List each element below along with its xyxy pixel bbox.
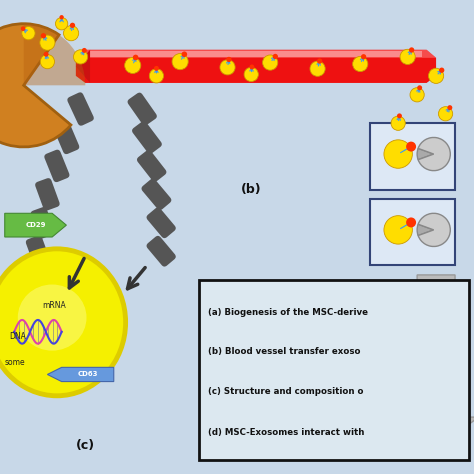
Circle shape <box>409 47 414 53</box>
Circle shape <box>447 105 452 110</box>
Circle shape <box>21 27 26 31</box>
Circle shape <box>439 68 444 73</box>
Circle shape <box>397 113 402 118</box>
FancyBboxPatch shape <box>128 92 157 126</box>
Wedge shape <box>418 213 450 246</box>
FancyBboxPatch shape <box>54 121 79 154</box>
FancyBboxPatch shape <box>370 123 455 190</box>
Circle shape <box>310 61 325 76</box>
Text: mRNA: mRNA <box>43 301 66 310</box>
FancyBboxPatch shape <box>132 121 162 154</box>
FancyBboxPatch shape <box>35 178 60 210</box>
Circle shape <box>82 48 87 53</box>
Circle shape <box>353 56 368 72</box>
FancyBboxPatch shape <box>44 150 70 182</box>
FancyBboxPatch shape <box>141 179 172 210</box>
FancyBboxPatch shape <box>137 150 166 182</box>
Polygon shape <box>374 370 474 455</box>
Circle shape <box>391 116 405 130</box>
FancyBboxPatch shape <box>370 199 455 265</box>
Circle shape <box>384 216 412 244</box>
Circle shape <box>384 140 412 168</box>
Polygon shape <box>76 50 436 83</box>
Polygon shape <box>47 367 114 382</box>
Polygon shape <box>90 51 422 57</box>
Circle shape <box>182 52 187 57</box>
FancyBboxPatch shape <box>199 280 469 460</box>
FancyBboxPatch shape <box>146 207 176 238</box>
Ellipse shape <box>0 249 126 396</box>
Circle shape <box>361 54 366 59</box>
Wedge shape <box>418 137 450 171</box>
Circle shape <box>428 68 444 83</box>
Circle shape <box>41 33 46 38</box>
FancyBboxPatch shape <box>30 207 55 238</box>
Circle shape <box>226 57 232 62</box>
Circle shape <box>70 23 75 28</box>
Circle shape <box>22 27 35 40</box>
Circle shape <box>64 26 79 41</box>
Text: DNA: DNA <box>9 332 27 341</box>
Polygon shape <box>5 213 66 237</box>
Circle shape <box>133 55 138 60</box>
Text: (b) Blood vessel transfer exoso: (b) Blood vessel transfer exoso <box>208 347 360 356</box>
Polygon shape <box>85 50 436 58</box>
Circle shape <box>125 57 141 73</box>
Text: (d) MSC-Exosomes interact with: (d) MSC-Exosomes interact with <box>208 428 364 437</box>
Circle shape <box>406 218 416 228</box>
Ellipse shape <box>18 284 86 351</box>
Text: (a) Biogenesis of the MSC-derive: (a) Biogenesis of the MSC-derive <box>208 308 368 317</box>
Circle shape <box>410 88 424 102</box>
Circle shape <box>154 66 159 71</box>
Wedge shape <box>417 148 434 160</box>
Polygon shape <box>76 50 90 83</box>
Circle shape <box>244 67 258 82</box>
Wedge shape <box>24 24 85 85</box>
Text: CD63: CD63 <box>77 372 98 377</box>
Wedge shape <box>417 224 434 236</box>
Circle shape <box>172 54 188 70</box>
Circle shape <box>400 49 415 64</box>
FancyBboxPatch shape <box>146 236 176 267</box>
Text: CD29: CD29 <box>25 222 46 228</box>
FancyBboxPatch shape <box>26 236 50 267</box>
Text: some: some <box>5 358 26 367</box>
Wedge shape <box>0 24 71 147</box>
Text: (c): (c) <box>76 439 95 452</box>
Circle shape <box>273 54 278 59</box>
FancyBboxPatch shape <box>67 92 94 126</box>
Circle shape <box>249 64 255 70</box>
Circle shape <box>59 15 64 19</box>
Circle shape <box>40 35 55 50</box>
Circle shape <box>406 142 416 152</box>
Circle shape <box>44 52 49 57</box>
Text: (b): (b) <box>241 183 262 196</box>
Circle shape <box>263 55 278 70</box>
Text: (c) Structure and composition o: (c) Structure and composition o <box>208 387 363 396</box>
Circle shape <box>149 69 164 83</box>
Circle shape <box>417 85 422 90</box>
Circle shape <box>73 50 88 64</box>
Circle shape <box>438 107 453 121</box>
Circle shape <box>220 60 235 75</box>
Polygon shape <box>403 275 469 370</box>
Circle shape <box>55 18 68 30</box>
Circle shape <box>40 55 55 69</box>
Circle shape <box>317 58 322 64</box>
